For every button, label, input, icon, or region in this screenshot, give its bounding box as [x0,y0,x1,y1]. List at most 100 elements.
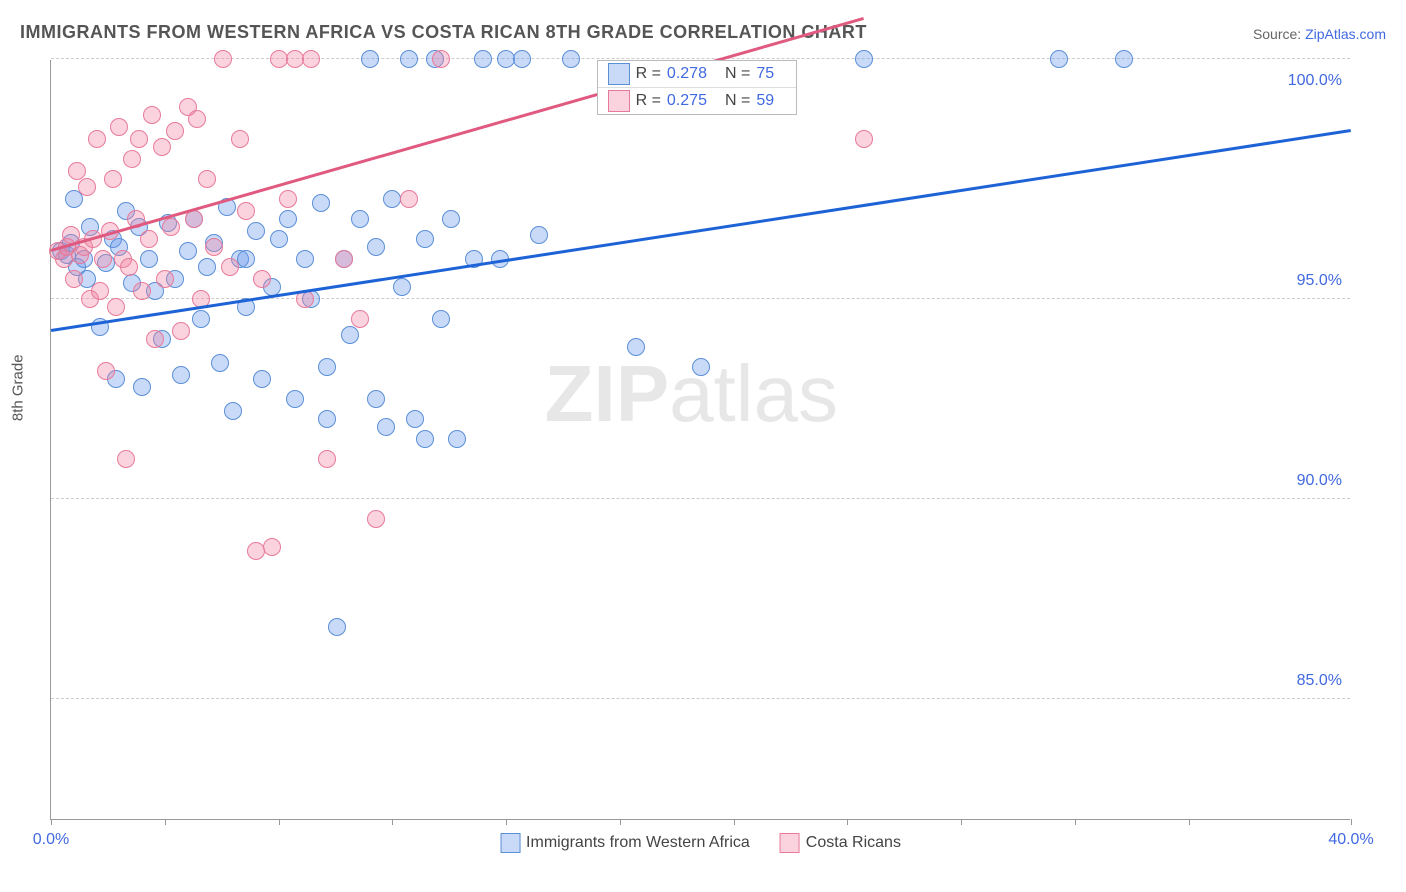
data-point [237,250,255,268]
data-point [224,402,242,420]
data-point [162,218,180,236]
data-point [91,282,109,300]
data-point [156,270,174,288]
n-value: 59 [756,92,774,110]
data-point [253,370,271,388]
data-point [279,210,297,228]
data-point [172,366,190,384]
data-point [107,298,125,316]
data-point [78,178,96,196]
stats-legend-row: R = 0.278 N = 75 [598,61,797,88]
x-tick [1351,819,1352,825]
data-point [130,130,148,148]
data-point [179,242,197,260]
data-point [302,50,320,68]
r-value: 0.278 [667,65,707,83]
data-point [94,250,112,268]
data-point [97,362,115,380]
data-point [88,130,106,148]
data-point [172,322,190,340]
r-value: 0.275 [667,92,707,110]
data-point [198,258,216,276]
source-link[interactable]: ZipAtlas.com [1305,26,1386,42]
legend-swatch [780,833,800,853]
data-point [65,270,83,288]
x-tick [847,819,848,825]
data-point [253,270,271,288]
data-point [192,310,210,328]
data-point [146,330,164,348]
x-tick [734,819,735,825]
series-legend: Immigrants from Western Africa Costa Rica… [500,833,901,853]
data-point [286,390,304,408]
data-point [328,618,346,636]
data-point [68,162,86,180]
n-label: N = [725,65,750,83]
source-prefix: Source: [1253,26,1305,42]
x-tick [279,819,280,825]
data-point [247,542,265,560]
data-point [263,538,281,556]
data-point [120,258,138,276]
chart-title: IMMIGRANTS FROM WESTERN AFRICA VS COSTA … [20,22,867,43]
legend-item: Immigrants from Western Africa [500,833,750,853]
stats-legend: R = 0.278 N = 75 R = 0.275 N = 59 [597,60,798,115]
y-axis-label: 8th Grade [10,354,27,421]
data-point [692,358,710,376]
data-point [367,510,385,528]
data-point [211,354,229,372]
y-tick-label: 90.0% [1297,472,1342,490]
data-point [400,50,418,68]
x-tick [620,819,621,825]
data-point [231,130,249,148]
data-point [221,258,239,276]
y-tick-label: 85.0% [1297,672,1342,690]
data-point [185,210,203,228]
x-tick [1075,819,1076,825]
x-tick-label: 40.0% [1328,831,1373,849]
legend-label: Immigrants from Western Africa [526,834,750,851]
data-point [416,230,434,248]
data-point [530,226,548,244]
data-point [361,50,379,68]
data-point [474,50,492,68]
x-tick [165,819,166,825]
data-point [335,250,353,268]
data-point [318,358,336,376]
data-point [377,418,395,436]
data-point [855,50,873,68]
data-point [351,210,369,228]
watermark-bold: ZIP [545,349,669,438]
data-point [214,50,232,68]
x-tick [961,819,962,825]
data-point [318,450,336,468]
data-point [270,230,288,248]
gridline [51,698,1350,699]
data-point [442,210,460,228]
data-point [143,106,161,124]
data-point [133,378,151,396]
y-tick-label: 95.0% [1297,272,1342,290]
x-tick-label: 0.0% [33,831,69,849]
r-label: R = [636,65,661,83]
r-label: R = [636,92,661,110]
data-point [205,238,223,256]
data-point [110,118,128,136]
data-point [406,410,424,428]
data-point [153,138,171,156]
n-label: N = [725,92,750,110]
data-point [432,50,450,68]
data-point [104,170,122,188]
data-point [855,130,873,148]
data-point [416,430,434,448]
data-point [367,238,385,256]
x-tick [1189,819,1190,825]
data-point [1050,50,1068,68]
data-point [247,222,265,240]
legend-item: Costa Ricans [780,833,901,853]
data-point [393,278,411,296]
data-point [318,410,336,428]
n-value: 75 [756,65,774,83]
legend-swatch [608,90,630,112]
data-point [1115,50,1133,68]
